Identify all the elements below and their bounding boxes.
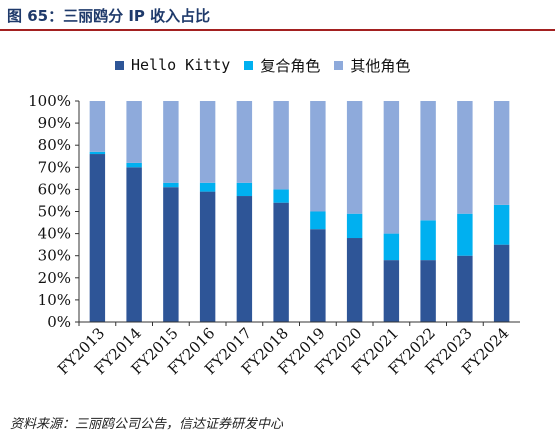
bar-segment-fy2014-s1 (126, 162, 142, 168)
bar-segment-fy2015-s1 (163, 182, 179, 188)
chart-legend: Hello Kitty 复合角色 其他角色 (115, 55, 424, 75)
title-divider (0, 29, 555, 31)
y-tick-label-3: 30% (38, 247, 71, 265)
y-tick-label-8: 80% (38, 136, 71, 154)
bar-segment-fy2023-s1 (457, 213, 473, 256)
bar-segment-fy2022-s2 (420, 101, 436, 221)
bar-segment-fy2017-s2 (236, 101, 253, 183)
legend-label-hello-kitty: Hello Kitty (131, 56, 231, 74)
figure-title-bar: 图 65：三丽鸥分 IP 收入占比 (0, 0, 555, 31)
bar-segment-fy2013-s2 (89, 101, 106, 152)
legend-swatch-other (334, 60, 344, 70)
legend-label-other: 其他角色 (350, 56, 411, 75)
bar-segment-fy2023-s2 (457, 101, 473, 214)
y-tick-label-6: 60% (38, 180, 71, 198)
bar-segment-fy2016-s0 (199, 191, 216, 322)
bar-segment-fy2019-s0 (310, 229, 326, 322)
bar-segment-fy2017-s1 (236, 182, 253, 197)
y-tick-label-2: 20% (38, 269, 71, 287)
bar-segment-fy2013-s0 (89, 154, 106, 322)
legend-label-composite: 复合角色 (260, 56, 321, 75)
legend-swatch-hello-kitty (115, 60, 124, 70)
bar-segment-fy2019-s1 (310, 211, 326, 230)
legend-item-composite: 复合角色 (244, 55, 320, 76)
bar-segment-fy2019-s2 (310, 101, 326, 212)
bar-segment-fy2022-s1 (420, 220, 436, 261)
y-tick-label-1: 10% (38, 291, 71, 309)
bar-segment-fy2024-s1 (493, 204, 510, 245)
bar-segment-fy2016-s1 (199, 182, 216, 192)
bar-segment-fy2024-s0 (493, 244, 510, 322)
y-tick-label-0: 0% (47, 313, 71, 331)
legend-swatch-composite (244, 60, 254, 70)
bar-segment-fy2022-s0 (420, 260, 436, 322)
bar-segment-fy2014-s0 (126, 167, 142, 322)
bar-segment-fy2018-s0 (273, 202, 289, 322)
bar-segment-fy2016-s2 (199, 101, 216, 183)
bar-segment-fy2024-s2 (493, 101, 510, 205)
y-tick-label-5: 50% (38, 203, 71, 221)
legend-item-hello-kitty: Hello Kitty (115, 56, 230, 74)
bar-segment-fy2021-s0 (383, 260, 400, 322)
legend-item-other: 其他角色 (334, 55, 410, 76)
y-tick-label-7: 70% (38, 158, 71, 176)
source-note: 资料来源：三丽鸥公司公告，信达证券研发中心 (10, 417, 284, 432)
figure-title: 图 65：三丽鸥分 IP 收入占比 (7, 7, 211, 25)
y-tick-label-10: 100% (28, 92, 71, 110)
bar-segment-fy2018-s1 (273, 189, 289, 203)
y-tick-label-4: 40% (38, 225, 71, 243)
bar-segment-fy2021-s1 (383, 233, 400, 261)
bar-segment-fy2013-s1 (89, 151, 106, 155)
bar-segment-fy2018-s2 (273, 101, 289, 190)
bar-segment-fy2020-s0 (346, 238, 363, 322)
bar-segment-fy2015-s0 (163, 187, 179, 322)
stacked-bar-chart: 0%10%20%30%40%50%60%70%80%90%100%FY2013F… (28, 92, 520, 378)
bar-segment-fy2015-s2 (163, 101, 179, 183)
bar-segment-fy2020-s2 (346, 101, 363, 214)
y-tick-label-9: 90% (38, 114, 71, 132)
bar-segment-fy2014-s2 (126, 101, 142, 163)
bar-segment-fy2020-s1 (346, 213, 363, 239)
bar-segment-fy2023-s0 (457, 255, 473, 322)
bar-segment-fy2021-s2 (383, 101, 400, 234)
bar-segment-fy2017-s0 (236, 196, 253, 322)
